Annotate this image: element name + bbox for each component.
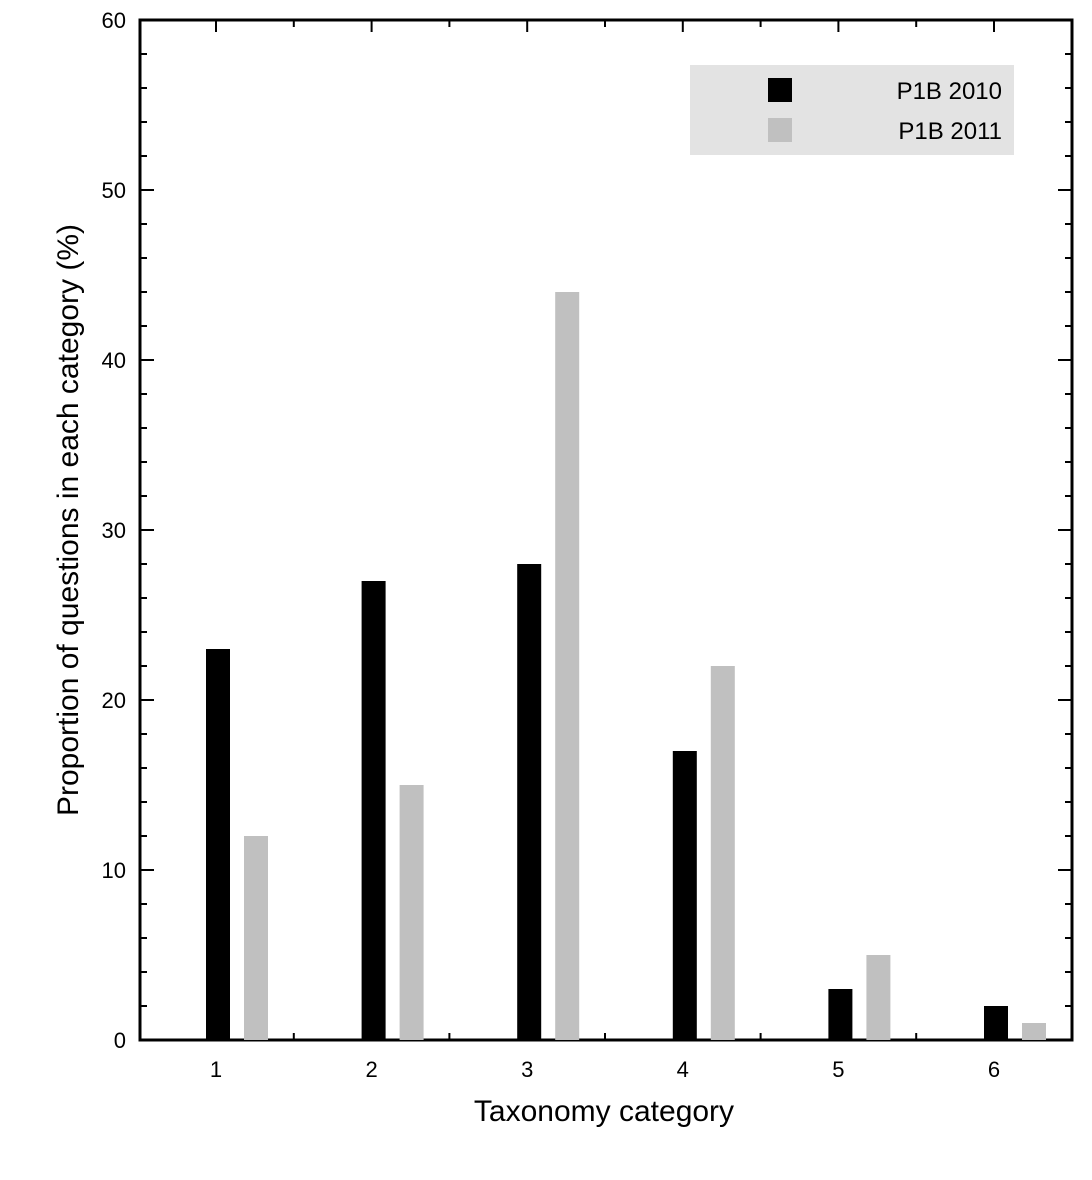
legend-label: P1B 2010	[897, 78, 1002, 105]
x-tick-label: 1	[210, 1057, 222, 1082]
y-tick-label: 30	[102, 518, 126, 543]
y-tick-label: 40	[102, 348, 126, 373]
bar-p1b-2010-cat-4	[672, 751, 697, 1040]
legend-label: P1B 2011	[898, 118, 1002, 145]
y-tick-label: 60	[102, 8, 126, 33]
bar-p1b-2011-cat-2	[399, 785, 424, 1040]
y-tick-label: 50	[102, 178, 126, 203]
x-tick-label: 6	[988, 1057, 1000, 1082]
bar-p1b-2010-cat-2	[361, 581, 386, 1040]
y-tick-label: 0	[114, 1028, 126, 1053]
x-axis-title: Taxonomy category	[474, 1095, 734, 1128]
axis-ticks: 0 10 20 30 40 50 60 1 2 3 4 5 6	[102, 8, 1073, 1082]
legend-box	[690, 65, 1014, 155]
plot-frame	[138, 18, 1074, 1042]
bar-p1b-2010-cat-1	[206, 649, 230, 1040]
bar-p1b-2011-cat-1	[244, 836, 268, 1040]
bar-p1b-2011-cat-4	[710, 666, 735, 1040]
bar-p1b-2010-cat-3	[517, 564, 542, 1040]
x-tick-label: 2	[365, 1057, 377, 1082]
y-tick-label: 10	[102, 858, 126, 883]
bar-p1b-2011-cat-3	[555, 292, 580, 1040]
legend: P1B 2010 P1B 2011	[690, 65, 1014, 155]
x-tick-label: 5	[832, 1057, 844, 1082]
legend-swatch	[768, 78, 792, 102]
bar-p1b-2010-cat-5	[828, 989, 853, 1040]
bars	[206, 292, 1046, 1040]
legend-swatch	[768, 118, 792, 142]
bar-p1b-2011-cat-6	[1022, 1023, 1046, 1040]
x-tick-label: 3	[521, 1057, 533, 1082]
bar-p1b-2011-cat-5	[866, 955, 891, 1040]
bar-p1b-2010-cat-6	[984, 1006, 1008, 1040]
y-tick-label: 20	[102, 688, 126, 713]
y-axis-title: Proportion of questions in each category…	[52, 224, 85, 816]
x-tick-label: 4	[677, 1057, 689, 1082]
